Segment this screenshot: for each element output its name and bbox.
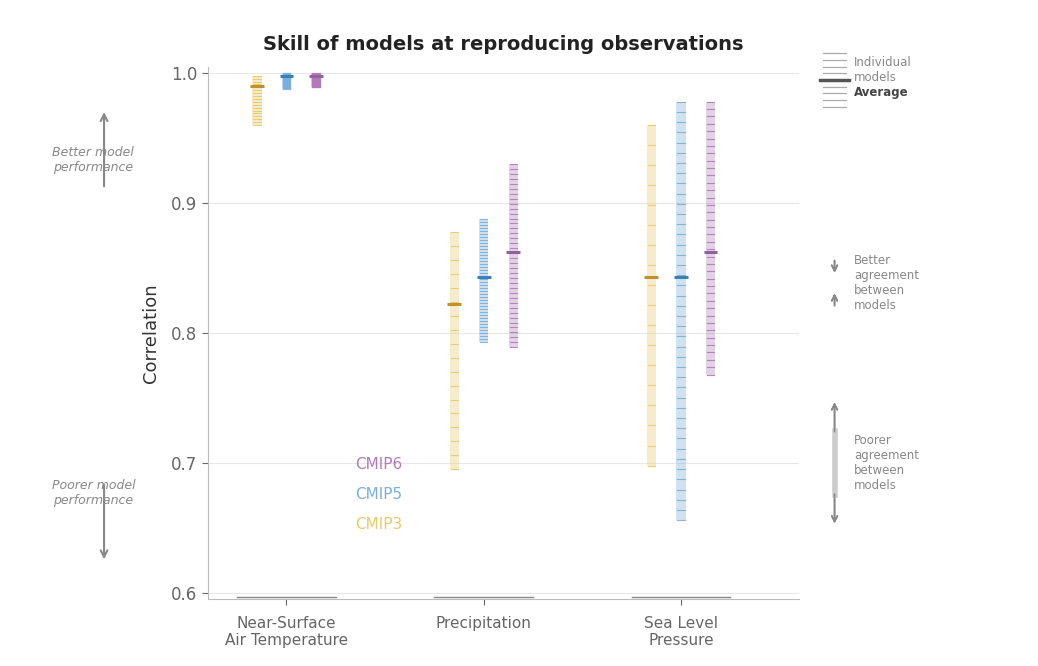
Text: Individual
models: Individual models: [854, 56, 912, 84]
Text: Poorer
agreement
between
models: Poorer agreement between models: [854, 434, 920, 492]
Title: Skill of models at reproducing observations: Skill of models at reproducing observati…: [264, 35, 743, 54]
Text: CMIP3: CMIP3: [355, 517, 403, 532]
Y-axis label: Correlation: Correlation: [142, 283, 160, 383]
Text: Better
agreement
between
models: Better agreement between models: [854, 254, 920, 312]
Text: Poorer model
performance: Poorer model performance: [52, 479, 135, 507]
Text: CMIP5: CMIP5: [355, 488, 403, 502]
Text: CMIP6: CMIP6: [355, 458, 403, 472]
Text: Better model
performance: Better model performance: [53, 146, 134, 174]
Text: Average: Average: [854, 86, 909, 99]
